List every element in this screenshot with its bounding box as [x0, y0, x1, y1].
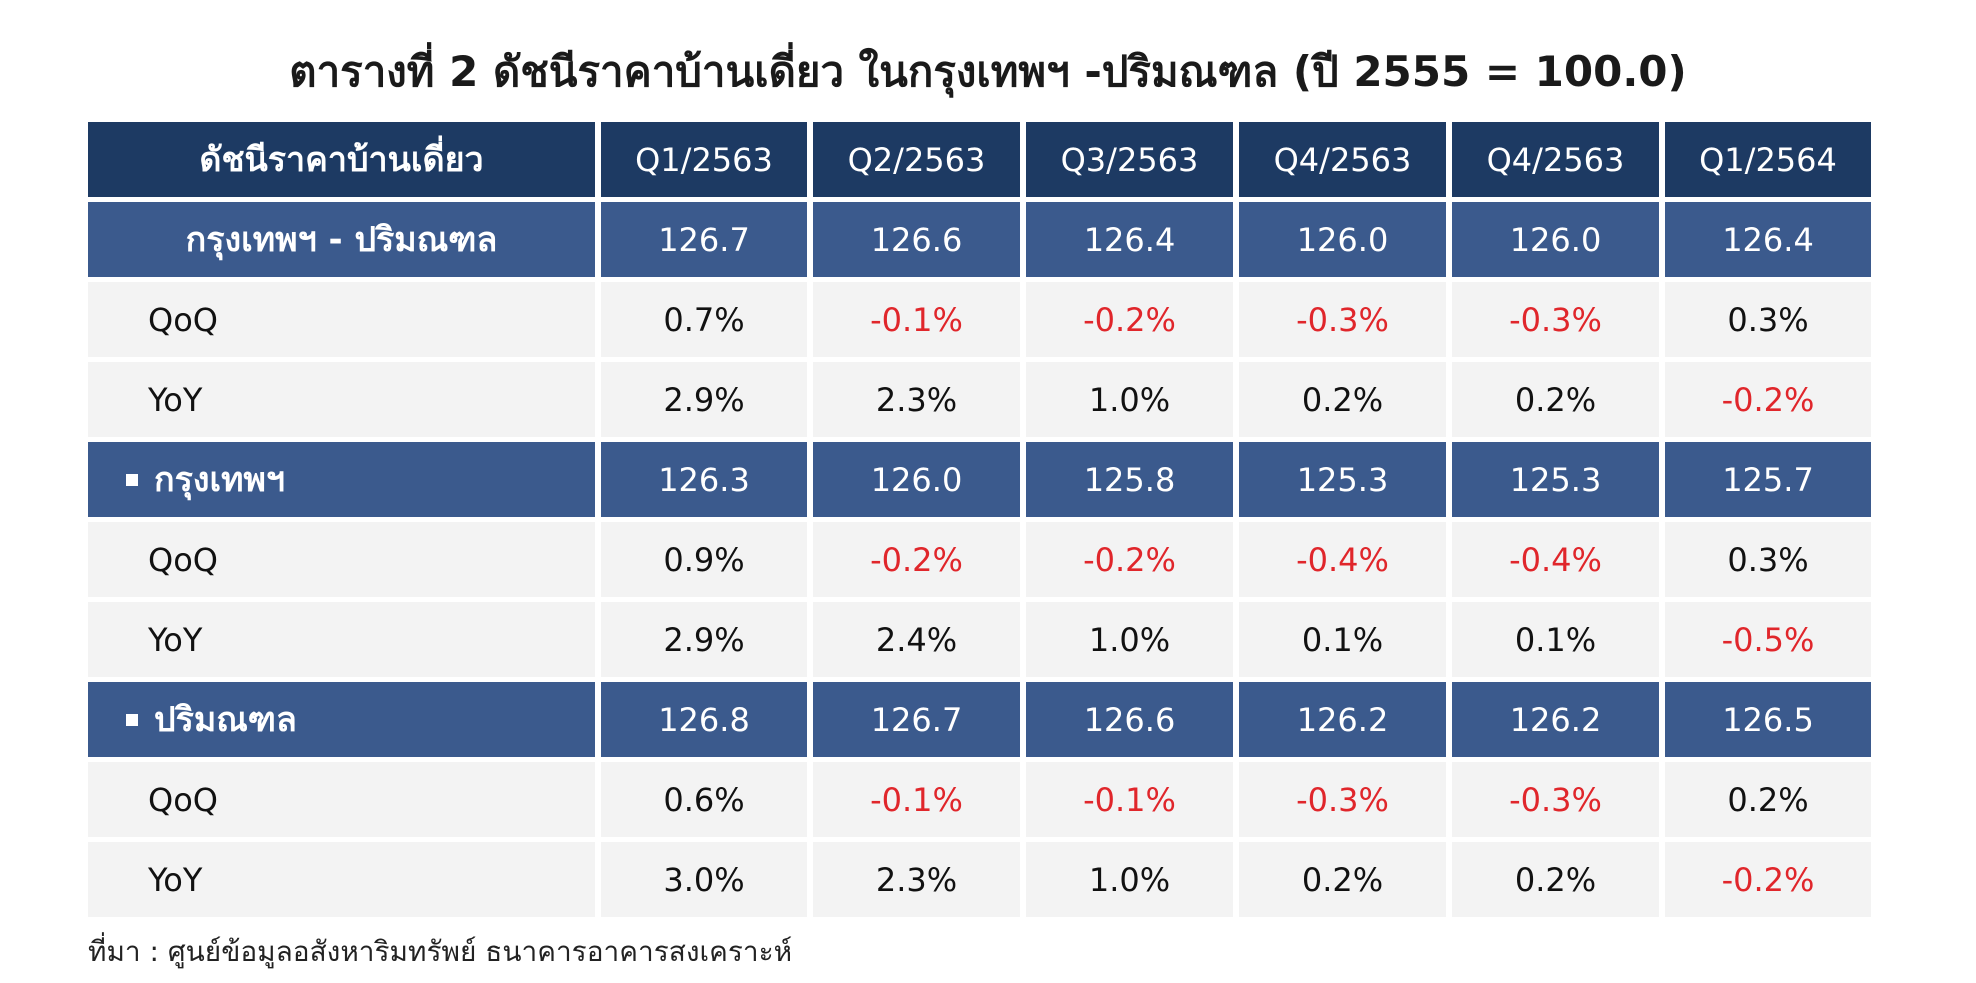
- metric-label-yoy: YoY: [88, 842, 595, 917]
- yoy-value: 0.1%: [1239, 602, 1446, 677]
- qoq-value: 0.2%: [1665, 762, 1871, 837]
- qoq-value: -0.3%: [1239, 282, 1446, 357]
- yoy-value: 1.0%: [1026, 362, 1233, 437]
- index-value: 126.7: [813, 682, 1020, 757]
- header-quarter: Q3/2563: [1026, 122, 1233, 197]
- yoy-value: 2.4%: [813, 602, 1020, 677]
- qoq-value: -0.4%: [1452, 522, 1659, 597]
- header-quarter: Q1/2564: [1665, 122, 1871, 197]
- metric-label-yoy: YoY: [88, 362, 595, 437]
- qoq-value: -0.1%: [1026, 762, 1233, 837]
- index-value: 126.3: [601, 442, 807, 517]
- index-value: 126.8: [601, 682, 807, 757]
- qoq-value: -0.2%: [813, 522, 1020, 597]
- index-value: 126.2: [1452, 682, 1659, 757]
- qoq-value: -0.2%: [1026, 282, 1233, 357]
- qoq-value: -0.3%: [1239, 762, 1446, 837]
- index-value: 126.4: [1026, 202, 1233, 277]
- region-name: ปริมณฑล: [154, 699, 297, 740]
- yoy-value: 1.0%: [1026, 842, 1233, 917]
- qoq-value: -0.4%: [1239, 522, 1446, 597]
- index-value: 126.6: [1026, 682, 1233, 757]
- metric-label-qoq: QoQ: [88, 282, 595, 357]
- qoq-value: -0.3%: [1452, 282, 1659, 357]
- qoq-value: -0.1%: [813, 282, 1020, 357]
- table-title: ตารางที่ 2 ดัชนีราคาบ้านเดี่ยว ในกรุงเทพ…: [289, 47, 1687, 96]
- yoy-value: 2.9%: [601, 362, 807, 437]
- metric-label-qoq: QoQ: [88, 522, 595, 597]
- yoy-value: 2.3%: [813, 362, 1020, 437]
- yoy-value: 0.2%: [1239, 362, 1446, 437]
- index-value: 125.3: [1452, 442, 1659, 517]
- region-label-vicinity: ปริมณฑล: [88, 682, 595, 757]
- yoy-value: 2.3%: [813, 842, 1020, 917]
- yoy-value: -0.2%: [1665, 362, 1871, 437]
- qoq-value: -0.1%: [813, 762, 1020, 837]
- house-price-index-table: ดัชนีราคาบ้านเดี่ยว Q1/2563 Q2/2563 Q3/2…: [88, 122, 1874, 920]
- index-value: 126.0: [1452, 202, 1659, 277]
- header-quarter: Q4/2563: [1452, 122, 1659, 197]
- yoy-value: 0.2%: [1239, 842, 1446, 917]
- index-value: 126.2: [1239, 682, 1446, 757]
- yoy-value: 0.2%: [1452, 842, 1659, 917]
- index-value: 126.0: [813, 442, 1020, 517]
- source-note: ที่มา : ศูนย์ข้อมูลอสังหาริมทรัพย์ ธนาคา…: [88, 935, 793, 968]
- region-label-bkk: กรุงเทพฯ: [88, 442, 595, 517]
- metric-label-qoq: QoQ: [88, 762, 595, 837]
- header-quarter: Q4/2563: [1239, 122, 1446, 197]
- header-quarter: Q2/2563: [813, 122, 1020, 197]
- header-label: ดัชนีราคาบ้านเดี่ยว: [88, 122, 595, 197]
- yoy-value: 3.0%: [601, 842, 807, 917]
- index-value: 125.3: [1239, 442, 1446, 517]
- qoq-value: 0.6%: [601, 762, 807, 837]
- yoy-value: 2.9%: [601, 602, 807, 677]
- bullet-square-icon: [126, 473, 138, 486]
- yoy-value: -0.2%: [1665, 842, 1871, 917]
- index-value: 126.4: [1665, 202, 1871, 277]
- region-label-bkk-vicinity: กรุงเทพฯ - ปริมณฑล: [88, 202, 595, 277]
- yoy-value: 0.1%: [1452, 602, 1659, 677]
- metric-label-yoy: YoY: [88, 602, 595, 677]
- yoy-value: 0.2%: [1452, 362, 1659, 437]
- index-value: 126.5: [1665, 682, 1871, 757]
- qoq-value: 0.9%: [601, 522, 807, 597]
- index-value: 126.0: [1239, 202, 1446, 277]
- qoq-value: 0.3%: [1665, 522, 1871, 597]
- region-name: กรุงเทพฯ: [154, 459, 285, 500]
- header-quarter: Q1/2563: [601, 122, 807, 197]
- index-value: 125.8: [1026, 442, 1233, 517]
- yoy-value: 1.0%: [1026, 602, 1233, 677]
- bullet-square-icon: [126, 713, 138, 726]
- qoq-value: 0.7%: [601, 282, 807, 357]
- qoq-value: -0.2%: [1026, 522, 1233, 597]
- index-value: 126.7: [601, 202, 807, 277]
- index-value: 125.7: [1665, 442, 1871, 517]
- index-value: 126.6: [813, 202, 1020, 277]
- qoq-value: -0.3%: [1452, 762, 1659, 837]
- yoy-value: -0.5%: [1665, 602, 1871, 677]
- qoq-value: 0.3%: [1665, 282, 1871, 357]
